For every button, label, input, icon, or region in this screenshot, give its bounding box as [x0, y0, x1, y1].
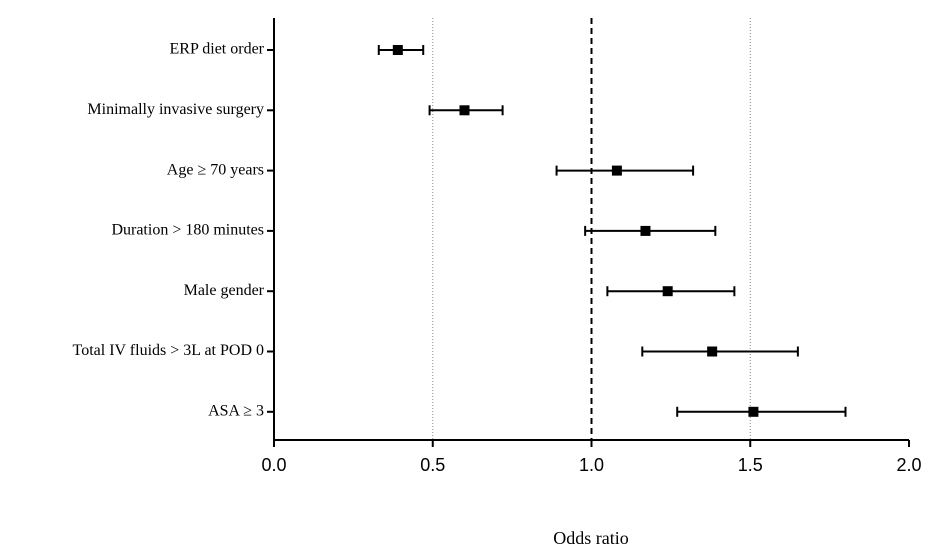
point-estimate: [662, 286, 673, 297]
x-tick-label: 0.5: [420, 455, 445, 475]
y-tick-label: Total IV fluids > 3L at POD 0: [73, 342, 264, 359]
x-tick-label: 0.0: [261, 455, 286, 475]
y-tick-label: Minimally invasive surgery: [87, 101, 264, 118]
point-estimate: [640, 225, 651, 236]
x-tick-label: 1.0: [579, 455, 604, 475]
y-tick-label: ASA ≥ 3: [208, 402, 264, 419]
point-estimate: [459, 105, 470, 116]
y-tick-label: Duration > 180 minutes: [111, 222, 264, 239]
x-tick-label: 1.5: [738, 455, 763, 475]
point-estimate: [392, 45, 403, 55]
point-estimate: [611, 165, 622, 176]
y-tick-label: Age ≥ 70 years: [167, 161, 264, 178]
point-estimate: [707, 346, 718, 357]
y-tick-label: ERP diet order: [170, 41, 265, 58]
point-estimate: [748, 406, 759, 417]
x-axis-label: Odds ratio: [553, 528, 629, 548]
y-tick-label: Male gender: [184, 282, 265, 299]
x-tick-label: 2.0: [896, 455, 921, 475]
